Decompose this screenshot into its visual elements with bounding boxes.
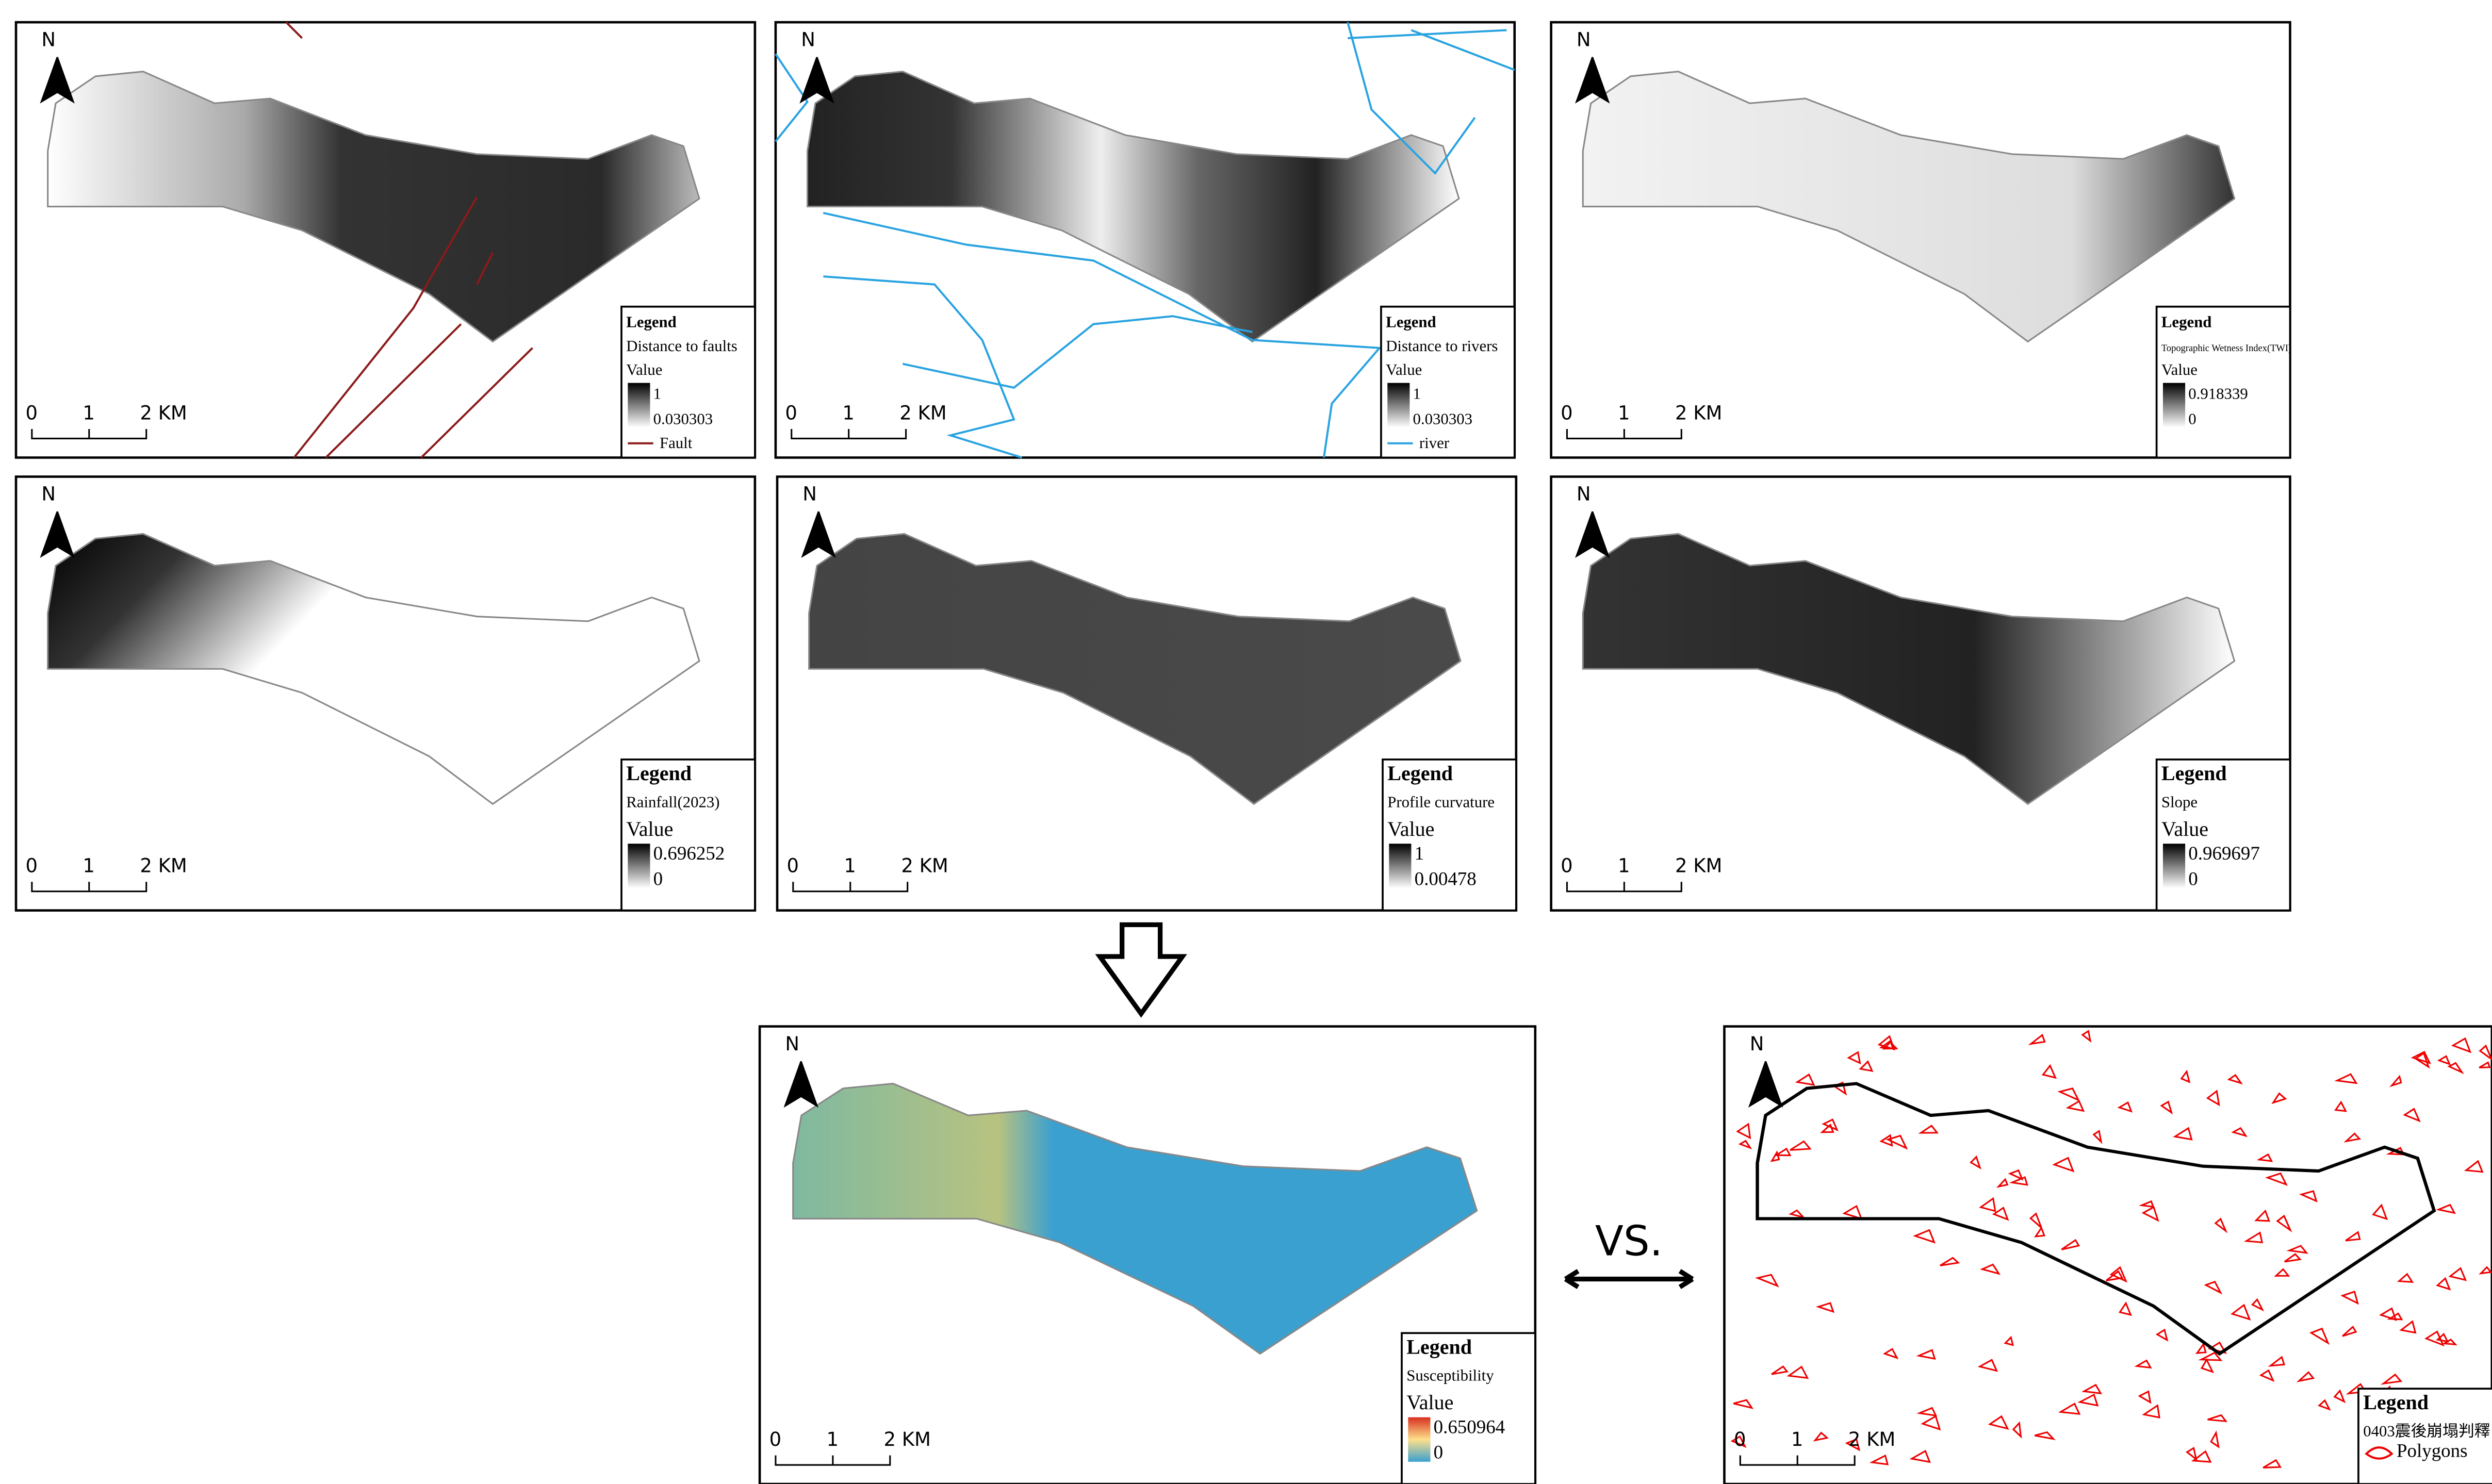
scale-label: 2 KM — [1848, 1428, 1895, 1450]
legend-ramp — [628, 844, 650, 888]
north-label: N — [1577, 483, 1591, 505]
scale-label: 0 — [26, 402, 38, 424]
legend-layer: Profile curvature — [1387, 793, 1495, 811]
legend-layer: 0403震後崩塌判釋 — [2363, 1423, 2490, 1440]
vs-label: VS. — [1595, 1217, 1663, 1265]
legend-value-heading: Value — [1387, 817, 1434, 840]
scale-label: 0 — [786, 855, 799, 877]
scale-label: 0 — [1734, 1428, 1746, 1450]
scale-label: 1 — [827, 1428, 839, 1450]
legend-max: 1 — [1413, 385, 1421, 402]
legend-title: Legend — [2363, 1391, 2429, 1414]
scale-label: 1 — [1618, 402, 1630, 424]
legend-max: 0.650964 — [1434, 1416, 1505, 1437]
north-label: N — [801, 28, 815, 51]
scale-label: 2 KM — [1675, 402, 1722, 424]
legend-value-heading: Value — [626, 817, 673, 840]
north-label: N — [785, 1033, 799, 1055]
double-arrow — [1565, 1271, 1693, 1287]
scale-label: 1 — [83, 855, 95, 877]
legend-value-heading: Value — [626, 361, 662, 378]
legend-title: Legend — [626, 314, 677, 331]
legend-max: 0.969697 — [2188, 843, 2260, 864]
map-panel: N 0 1 2 KM Legend Profile curvature Value 1 0.00… — [777, 476, 1516, 910]
legend-layer: Susceptibility — [1406, 1367, 1494, 1384]
map-panel: N 0 1 2 KM Legend Rainfall(2023) Value 0.696252… — [16, 476, 755, 910]
scale-label: 1 — [83, 402, 95, 424]
scale-label: 0 — [1561, 855, 1573, 877]
legend-max: 0.696252 — [653, 843, 725, 864]
legend-value-heading: Value — [1386, 361, 1422, 378]
legend-title: Legend — [1386, 314, 1436, 331]
scale-label: 2 KM — [140, 855, 187, 877]
map-panel: N 0 1 2 KM Legend Topographic Wetness Index(T… — [1551, 22, 2292, 457]
legend-title: Legend — [1406, 1335, 1472, 1358]
map-panel: N 0 1 2 KM Legend Distance to rivers Value 1 0.0… — [776, 22, 1515, 457]
scale-label: 2 KM — [883, 1428, 930, 1450]
legend-layer: Distance to rivers — [1386, 337, 1498, 355]
legend-ramp — [628, 383, 650, 427]
scale-label: 1 — [1618, 855, 1630, 877]
legend-title: Legend — [626, 762, 692, 785]
scale-label: 2 KM — [901, 855, 948, 877]
legend-ramp — [1408, 1417, 1430, 1462]
legend-min: 0 — [653, 868, 663, 889]
scale-label: 2 KM — [140, 402, 187, 424]
scale-label: 2 KM — [899, 402, 946, 424]
legend-max: 0.918339 — [2188, 385, 2248, 402]
legend-min: 0 — [1434, 1442, 1443, 1463]
legend-layer: Rainfall(2023) — [626, 793, 719, 811]
north-label: N — [1750, 1033, 1764, 1055]
legend-ramp — [2163, 383, 2185, 427]
scale-label: 0 — [1561, 402, 1573, 424]
legend-layer: Slope — [2161, 793, 2198, 811]
legend-min: 0 — [2188, 410, 2196, 428]
north-label: N — [41, 28, 56, 51]
map-panel: N 0 1 2 KM Legend 0403震後崩塌判釋Polygons — [1724, 1027, 2492, 1484]
legend-max: 1 — [1415, 843, 1424, 864]
north-label: N — [41, 483, 56, 505]
legend-ramp — [1387, 383, 1409, 427]
scale-label: 1 — [1791, 1428, 1804, 1450]
legend-value-heading: Value — [1406, 1391, 1453, 1414]
legend-title: Legend — [1387, 762, 1453, 785]
north-label: N — [802, 483, 817, 505]
down-arrow — [1100, 925, 1183, 1014]
map-panel: N 0 1 2 KM Legend Slope Value 0.969697 0 — [1551, 476, 2290, 910]
legend-title: Legend — [2161, 762, 2227, 785]
legend-min: 0.030303 — [653, 410, 713, 428]
scale-label: 2 KM — [1675, 855, 1722, 877]
legend-layer: Topographic Wetness Index(TWI) — [2161, 343, 2291, 354]
legend-min: 0.00478 — [1415, 868, 1477, 889]
legend-ramp — [2163, 844, 2185, 888]
map-panel: N 0 1 2 KM Legend Distance to faults Value 1 0.0… — [16, 22, 755, 457]
legend-ramp — [1389, 844, 1411, 888]
legend-layer: Distance to faults — [626, 337, 737, 355]
legend-max: 1 — [653, 385, 661, 402]
legend-value-heading: Value — [2161, 817, 2208, 840]
map-panel: N 0 1 2 KM Legend Susceptibility Value0.650964… — [760, 1027, 1535, 1484]
legend-item: Fault — [660, 434, 693, 452]
legend-item: Polygons — [2397, 1440, 2468, 1461]
legend-title: Legend — [2161, 314, 2212, 331]
legend-min: 0 — [2188, 868, 2198, 889]
figure: VS. N 0 1 2 KM Legend Distance to faults Value… — [0, 0, 2492, 1484]
scale-label: 0 — [769, 1428, 782, 1450]
scale-label: 0 — [26, 855, 38, 877]
legend-value-heading: Value — [2161, 361, 2198, 378]
scale-label: 0 — [785, 402, 797, 424]
scale-label: 1 — [842, 402, 855, 424]
north-label: N — [1577, 28, 1591, 51]
legend-min: 0.030303 — [1413, 410, 1473, 428]
page: VS. N 0 1 2 KM Legend Distance to faults Value… — [0, 0, 2492, 1484]
legend-item: river — [1419, 434, 1449, 452]
scale-label: 1 — [844, 855, 856, 877]
